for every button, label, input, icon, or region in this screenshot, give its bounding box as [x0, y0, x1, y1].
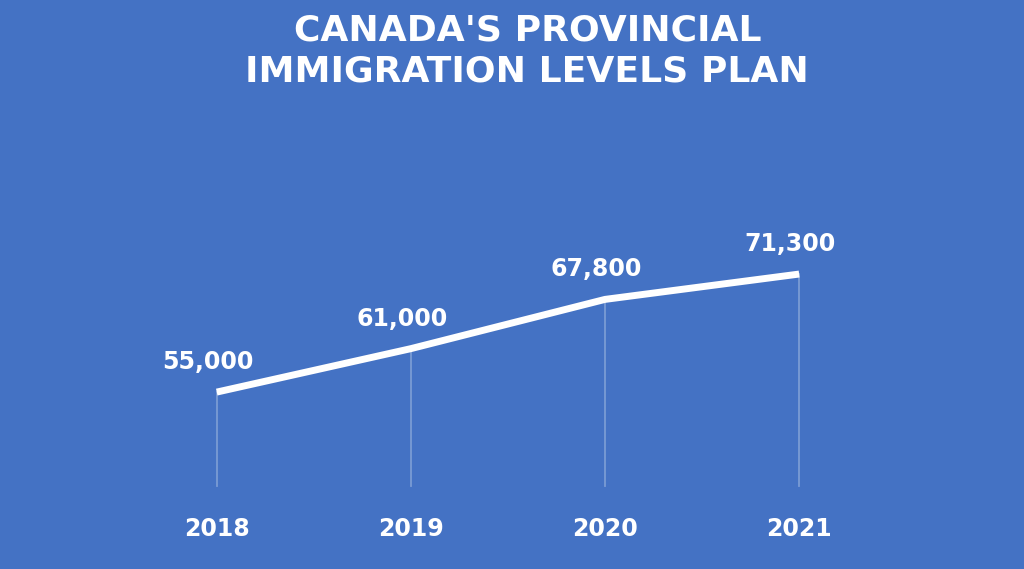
- Text: 71,300: 71,300: [744, 232, 836, 256]
- Title: CANADA'S PROVINCIAL
IMMIGRATION LEVELS PLAN: CANADA'S PROVINCIAL IMMIGRATION LEVELS P…: [246, 14, 809, 89]
- Text: 61,000: 61,000: [356, 307, 447, 331]
- Text: 55,000: 55,000: [163, 350, 254, 374]
- Text: 67,800: 67,800: [551, 257, 642, 281]
